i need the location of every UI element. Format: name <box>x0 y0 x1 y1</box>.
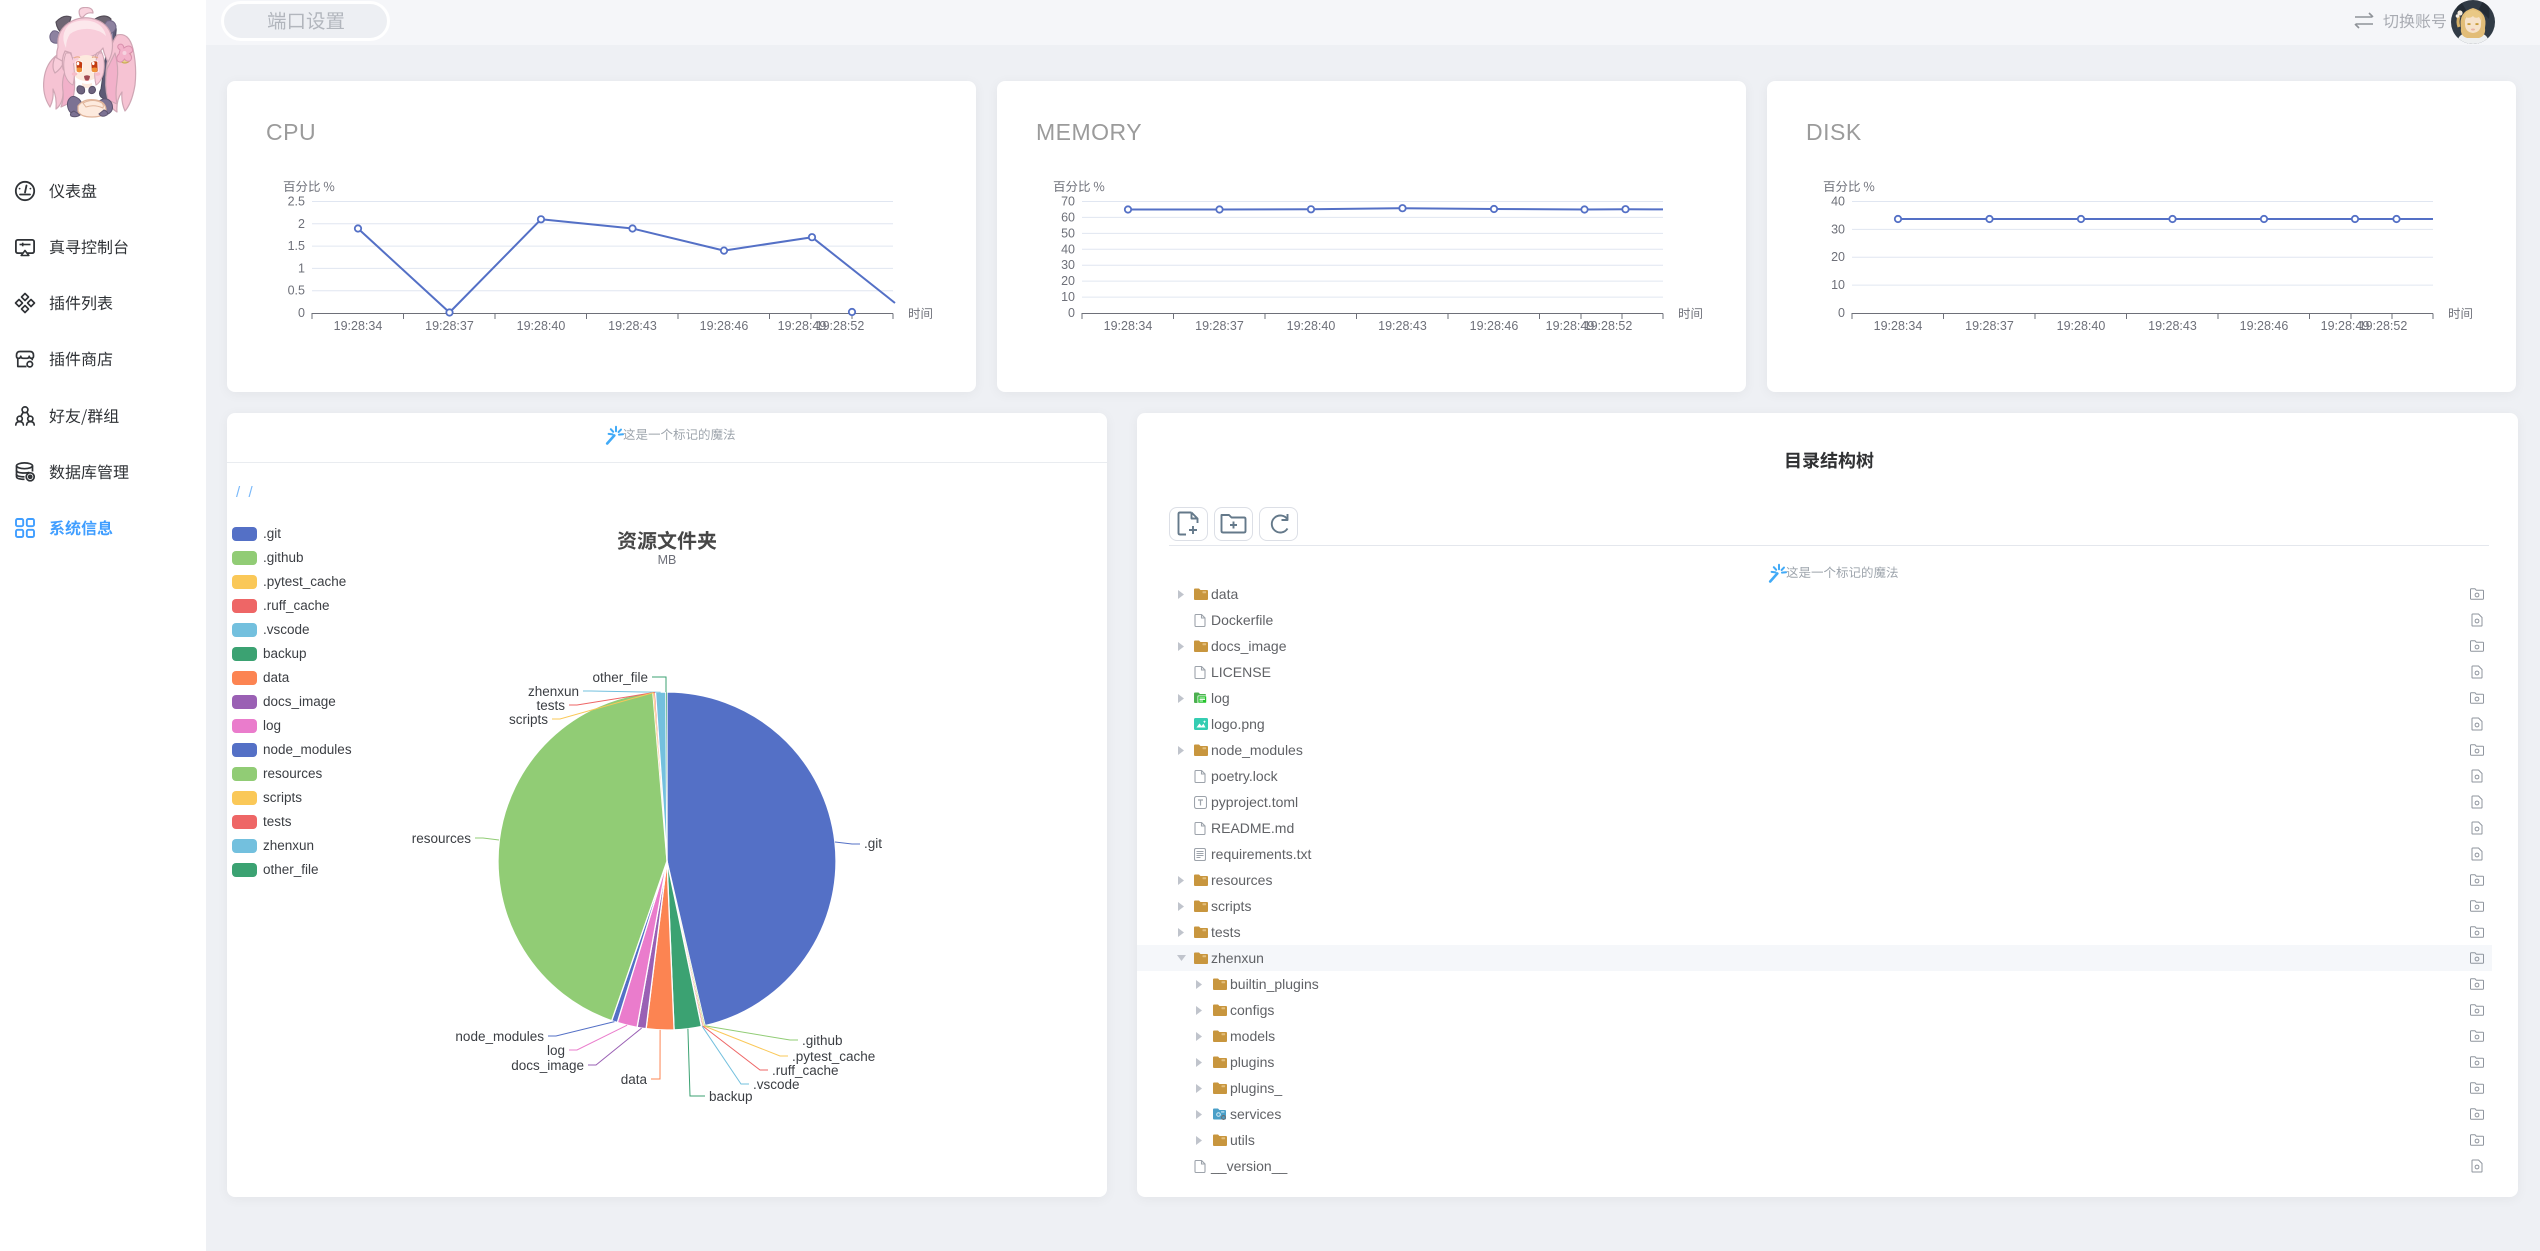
svg-text:zhenxun: zhenxun <box>528 684 579 699</box>
svg-text:2: 2 <box>298 217 305 231</box>
svg-text:1: 1 <box>298 261 305 275</box>
svg-text:0: 0 <box>298 306 305 320</box>
svg-text:node_modules: node_modules <box>455 1029 544 1044</box>
svg-text:.ruff_cache: .ruff_cache <box>772 1063 839 1078</box>
svg-text:19:28:46: 19:28:46 <box>1470 319 1519 333</box>
svg-text:30: 30 <box>1831 222 1845 236</box>
svg-text:docs_image: docs_image <box>511 1058 584 1073</box>
svg-text:10: 10 <box>1831 278 1845 292</box>
svg-text:19:28:46: 19:28:46 <box>700 319 749 333</box>
svg-text:19:28:46: 19:28:46 <box>2240 319 2289 333</box>
svg-text:19:28:37: 19:28:37 <box>425 319 474 333</box>
svg-text:40: 40 <box>1061 242 1075 256</box>
svg-text:19:28:40: 19:28:40 <box>517 319 566 333</box>
svg-text:19:28:34: 19:28:34 <box>1104 319 1153 333</box>
svg-text:0: 0 <box>1838 306 1845 320</box>
svg-text:19:28:37: 19:28:37 <box>1195 319 1244 333</box>
svg-text:40: 40 <box>1831 195 1845 209</box>
svg-text:.github: .github <box>802 1033 843 1048</box>
svg-text:50: 50 <box>1061 226 1075 240</box>
svg-text:19:28:49: 19:28:49 <box>1546 319 1595 333</box>
svg-text:19:28:40: 19:28:40 <box>2057 319 2106 333</box>
svg-text:19:28:37: 19:28:37 <box>1965 319 2014 333</box>
svg-text:data: data <box>621 1072 648 1087</box>
svg-text:20: 20 <box>1831 250 1845 264</box>
svg-text:10: 10 <box>1061 290 1075 304</box>
svg-text:19:28:52: 19:28:52 <box>816 319 865 333</box>
svg-text:19:28:43: 19:28:43 <box>2148 319 2197 333</box>
svg-text:.vscode: .vscode <box>753 1077 800 1092</box>
svg-text:30: 30 <box>1061 258 1075 272</box>
svg-text:19:28:34: 19:28:34 <box>334 319 383 333</box>
svg-text:19:28:43: 19:28:43 <box>608 319 657 333</box>
svg-text:70: 70 <box>1061 195 1075 209</box>
svg-text:resources: resources <box>412 831 472 846</box>
svg-text:other_file: other_file <box>592 670 648 685</box>
svg-text:.git: .git <box>864 836 882 851</box>
svg-text:19:28:49: 19:28:49 <box>778 319 827 333</box>
svg-text:19:28:52: 19:28:52 <box>2359 319 2408 333</box>
svg-text:0: 0 <box>1068 306 1075 320</box>
svg-text:backup: backup <box>709 1089 753 1104</box>
svg-text:19:28:40: 19:28:40 <box>1287 319 1336 333</box>
svg-text:log: log <box>547 1043 565 1058</box>
svg-text:2.5: 2.5 <box>288 195 305 209</box>
svg-text:19:28:43: 19:28:43 <box>1378 319 1427 333</box>
svg-text:1.5: 1.5 <box>288 239 305 253</box>
svg-text:tests: tests <box>536 698 565 713</box>
svg-text:60: 60 <box>1061 210 1075 224</box>
svg-text:19:28:52: 19:28:52 <box>1584 319 1633 333</box>
svg-text:scripts: scripts <box>509 712 548 727</box>
svg-text:20: 20 <box>1061 274 1075 288</box>
svg-text:19:28:49: 19:28:49 <box>2321 319 2370 333</box>
svg-text:19:28:34: 19:28:34 <box>1874 319 1923 333</box>
svg-text:.pytest_cache: .pytest_cache <box>792 1049 875 1064</box>
svg-text:0.5: 0.5 <box>288 284 305 298</box>
